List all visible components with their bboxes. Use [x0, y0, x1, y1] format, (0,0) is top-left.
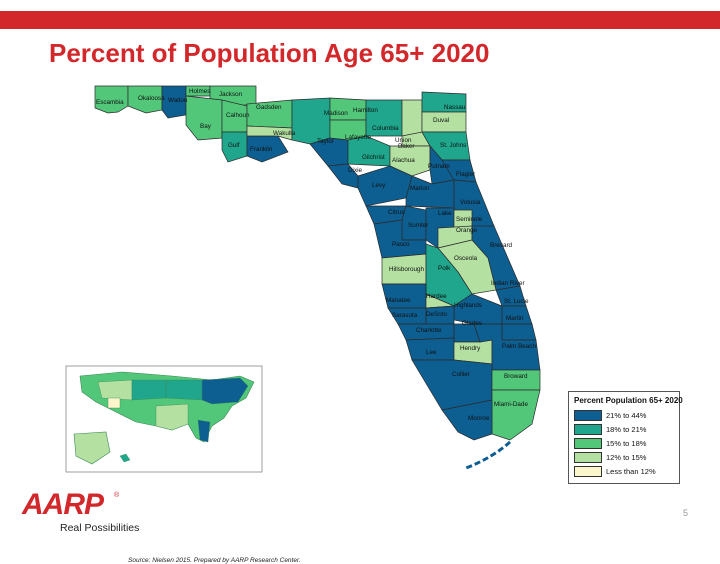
county-label: Brevard — [490, 242, 513, 249]
legend-label: 21% to 44% — [606, 410, 647, 420]
legend-swatch — [574, 437, 602, 449]
county-manatee — [381, 283, 427, 309]
county-label: Osceola — [454, 255, 478, 262]
logo-tagline: Real Possibilities — [60, 522, 140, 534]
county-label: Monroe — [468, 415, 490, 422]
county-label: DeSoto — [426, 311, 448, 318]
county-label: Palm Beach — [502, 343, 536, 350]
county-label: Okaloosa — [138, 95, 165, 102]
county-wakulla — [246, 125, 293, 141]
county-label: Manatee — [386, 297, 411, 304]
florida-counties — [94, 85, 541, 470]
county-label: Sarasota — [392, 312, 418, 319]
county-label: Lake — [438, 210, 452, 217]
county-label: Columbia — [372, 125, 399, 132]
county-label: Union — [395, 137, 412, 144]
legend-item: 18% to 21% — [574, 422, 674, 436]
county-bay — [185, 95, 223, 141]
us-inset-map — [65, 365, 263, 473]
county-label: Putnam — [428, 163, 450, 170]
county-miami-dade — [491, 389, 541, 441]
county-label: Holmes — [189, 88, 210, 95]
county-label: Broward — [504, 373, 528, 380]
county-label: Levy — [372, 182, 386, 189]
source-note: Source: Nielsen 2015. Prepared by AARP R… — [128, 557, 301, 564]
county-label: Flagler — [456, 171, 475, 178]
legend-swatch — [574, 409, 602, 421]
top-accent-bar — [0, 11, 720, 29]
county-label: Franklin — [250, 146, 273, 153]
county-label: Indian River — [491, 280, 525, 287]
registered-mark: ® — [114, 492, 120, 499]
county-label: Calhoun — [226, 112, 250, 119]
county-monroe — [441, 399, 493, 441]
county-label: Hamilton — [353, 107, 378, 114]
legend-label: 12% to 15% — [606, 452, 647, 462]
county-label: Charlotte — [416, 327, 442, 334]
county-label: Martin — [506, 315, 524, 322]
legend-swatch — [574, 465, 602, 477]
county-martin — [501, 323, 537, 341]
logo-wordmark: AARP — [22, 488, 104, 521]
county-label: Seminole — [456, 216, 483, 223]
county-label: Lee — [426, 349, 437, 356]
aarp-logo: AARP ® Real Possibilities — [14, 488, 144, 534]
county-label: Collier — [452, 371, 470, 378]
county-gulf — [221, 131, 248, 163]
county-label: Baker — [398, 143, 414, 150]
county-label: Marion — [410, 185, 430, 192]
county-label: Hardee — [426, 293, 447, 300]
county-alachua — [389, 145, 431, 177]
slide-title: Percent of Population Age 65+ 2020 — [49, 38, 490, 68]
legend-item: 21% to 44% — [574, 408, 674, 422]
county-label: Highlands — [454, 302, 482, 309]
county-label: Lafayette — [345, 134, 371, 141]
county-label: Gilchrist — [362, 154, 385, 161]
county-label: Bay — [200, 123, 212, 130]
county-label: Gadsden — [256, 104, 282, 111]
county-label: Walton — [168, 97, 188, 104]
florida-choropleth-map: Escambia Okaloosa Holmes Jackson Walton … — [65, 85, 541, 473]
county-label: Madison — [324, 110, 348, 117]
legend-swatch — [574, 423, 602, 435]
county-okaloosa — [127, 85, 163, 114]
county-label: Hendry — [460, 345, 481, 352]
county-labels: Escambia Okaloosa Holmes Jackson Walton … — [96, 88, 536, 422]
county-label: Nassau — [444, 104, 466, 111]
legend-title: Percent Population 65+ 2020 — [574, 396, 683, 405]
county-walton — [161, 85, 187, 119]
legend-label: 18% to 21% — [606, 424, 647, 434]
map-panel: Escambia Okaloosa Holmes Jackson Walton … — [62, 80, 680, 564]
county-label: Taylor — [317, 138, 334, 145]
legend-item: 15% to 18% — [574, 436, 674, 450]
county-label: Miami-Dade — [494, 401, 528, 408]
legend: Percent Population 65+ 2020 21% to 44% 1… — [568, 391, 683, 484]
county-baker — [401, 99, 423, 137]
county-label: Dixie — [348, 167, 362, 174]
county-label: Sumter — [408, 222, 428, 229]
legend-item: Less than 12% — [574, 464, 674, 478]
county-label: Orange — [456, 227, 478, 234]
legend-label: Less than 12% — [606, 466, 656, 476]
page-number: 5 — [683, 508, 689, 518]
county-label: Gulf — [228, 142, 240, 149]
county-label: St. Lucie — [504, 298, 529, 305]
county-label: Glades — [462, 320, 482, 327]
county-label: St. Johns — [440, 142, 466, 149]
county-label: Wakulla — [273, 130, 296, 137]
county-label: Pasco — [392, 241, 410, 248]
legend-item: 12% to 15% — [574, 450, 674, 464]
county-label: Duval — [433, 117, 449, 124]
county-label: Volusia — [460, 199, 481, 206]
florida-keys — [465, 440, 511, 470]
county-label: Hillsborough — [389, 266, 424, 273]
county-label: Jackson — [219, 91, 243, 98]
county-label: Citrus — [388, 209, 404, 216]
legend-swatch — [574, 451, 602, 463]
county-label: Alachua — [392, 157, 415, 164]
county-label: Polk — [438, 265, 451, 272]
county-label: Escambia — [96, 99, 124, 106]
legend-label: 15% to 18% — [606, 438, 647, 448]
